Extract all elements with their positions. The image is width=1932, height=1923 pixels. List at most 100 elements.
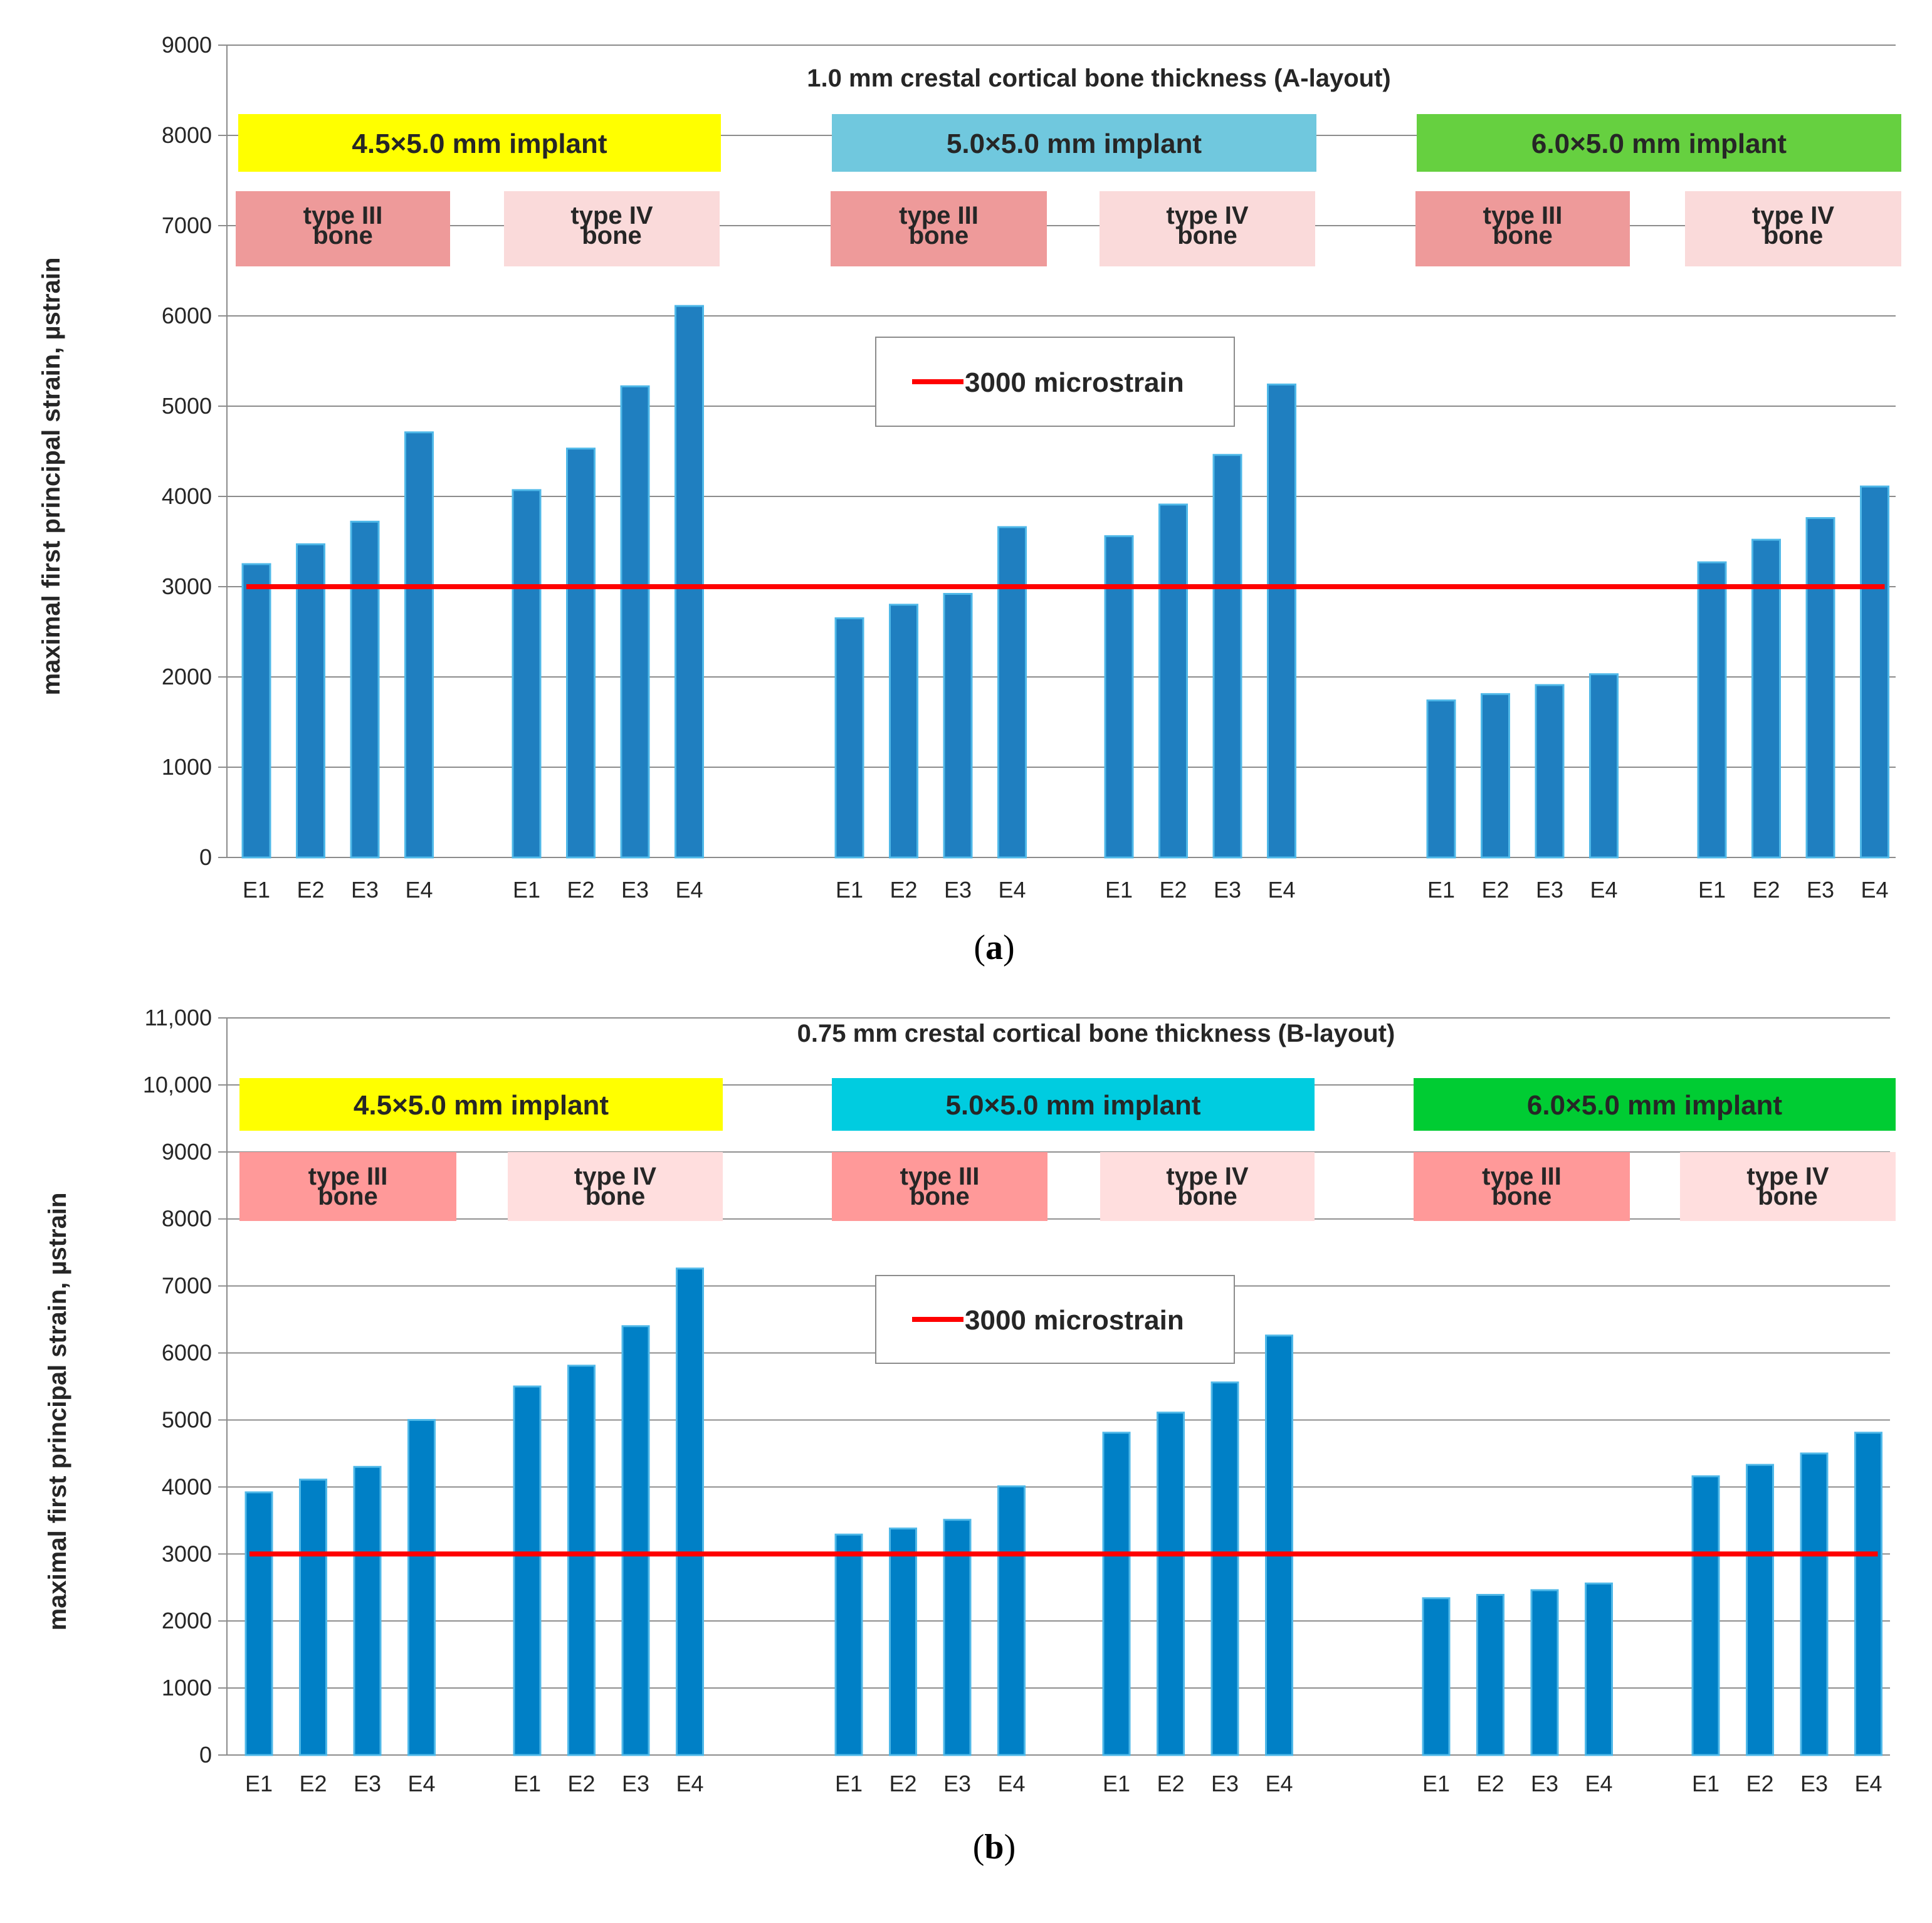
implant-header-label: 4.5×5.0 mm implant [354,1090,609,1121]
y-tick-label: 7000 [162,212,212,238]
bar [512,489,542,859]
bar [1422,1597,1451,1756]
bar [1589,673,1619,859]
bone-type-iv-box [1100,191,1315,266]
bar [566,448,596,859]
bar [1585,1582,1613,1756]
panel-label-letter: a [985,928,1003,967]
x-tick-label: E3 [1807,877,1834,903]
y-tick-label: 9000 [162,1139,212,1165]
y-tick-label: 4000 [162,483,212,509]
x-tick-label: E4 [1268,877,1295,903]
x-tick-label: E4 [405,877,433,903]
bar [1102,1432,1131,1756]
y-tick-label: 2000 [162,1608,212,1633]
x-tick-label: E3 [1536,877,1563,903]
bar [299,1479,327,1756]
y-tick-label: 4000 [162,1474,212,1499]
chart-panel-b: 0 1000 2000 3000 4000 5000 6000 7000 8000 9000 10,… [44,1005,1896,1867]
bone-label-line1: type III [308,1163,388,1190]
bone-label-line2: bone [313,222,373,249]
x-tick-label: E4 [1590,877,1617,903]
y-tick-label: 1000 [162,1675,212,1700]
implant-header-label: 5.0×5.0 mm implant [945,1090,1201,1121]
bar [1476,1593,1504,1756]
y-tick-label: 5000 [162,393,212,419]
bar [567,1365,596,1756]
bone-label-line2: bone [1177,1183,1237,1210]
panel-label-open: ( [973,1828,985,1867]
y-tick-label: 10,000 [143,1072,212,1098]
bar [244,1491,273,1756]
y-tick-label: 8000 [162,122,212,148]
panel-label-open: ( [974,928,985,967]
x-tick-label: E2 [1157,1771,1184,1796]
bone-label-line2: bone [585,1183,646,1210]
bar [513,1385,542,1756]
bar [889,604,918,859]
bone-type-iv-box [504,191,720,266]
bone-label-line1: type III [899,202,979,229]
x-tick-label: E1 [1105,877,1133,903]
x-tick-label: E2 [567,877,594,903]
bar [943,593,973,859]
implant-header-box [1414,1078,1896,1131]
bar [1854,1432,1882,1756]
x-tick-label: E1 [835,1771,863,1796]
x-tick-label: E1 [1698,877,1726,903]
bar [943,1519,972,1756]
implant-header-box [832,1078,1315,1131]
bar [1746,1464,1774,1756]
bone-label-line2: bone [1492,1183,1552,1210]
bone-label-line1: type IV [1752,202,1834,229]
x-tick-label: E2 [890,877,917,903]
bone-label-line2: bone [1493,222,1553,249]
x-tick-label: E4 [676,1771,703,1796]
y-tick-label: 3000 [162,574,212,599]
chart-title: 1.0 mm crestal cortical bone thickness (… [807,65,1390,92]
implant-header-box [1417,114,1901,172]
bar [1860,485,1889,859]
bar [620,385,650,859]
implant-header-label: 6.0×5.0 mm implant [1527,1090,1783,1121]
bar [1751,538,1781,859]
y-tick-label: 9000 [162,32,212,58]
bar [676,1267,704,1756]
chart-panel-a: 0 1000 2000 3000 4000 5000 6000 7000 8000 9000 1.0… [38,32,1901,967]
x-tick-label: E3 [1800,1771,1828,1796]
bar [1530,1589,1559,1756]
chart-title: 0.75 mm crestal cortical bone thickness … [797,1020,1395,1047]
x-tick-label: E4 [998,877,1026,903]
x-tick-label: E4 [997,1771,1025,1796]
bar [404,431,434,859]
bone-label-line1: type IV [1166,1163,1248,1190]
bar [296,543,325,859]
x-tick-label: E1 [243,877,270,903]
bone-label-line1: type IV [570,202,653,229]
bar [1158,503,1188,859]
implant-header-label: 6.0×5.0 mm implant [1531,128,1787,159]
panel-label-letter: b [984,1828,1004,1867]
y-tick-label: 7000 [162,1273,212,1299]
x-tick-label: E1 [245,1771,273,1796]
bar [889,1527,917,1756]
x-tick-label: E4 [1861,877,1888,903]
bone-label-line2: bone [1177,222,1237,249]
bone-label-line1: type IV [1166,202,1248,229]
bar [1212,454,1242,859]
bar [1800,1452,1829,1756]
bone-type-iii-box [239,1152,456,1221]
bar [350,520,380,859]
y-tick-label: 0 [199,1742,212,1768]
bar [1535,684,1565,859]
y-axis-label: maximal first principal strain, µstrain [38,258,65,696]
bar [1265,1334,1293,1756]
bone-type-iv-box [1100,1152,1315,1221]
bone-label-line1: type IV [574,1163,656,1190]
bar [997,526,1027,859]
y-tick-label: 6000 [162,1340,212,1366]
bar [353,1465,382,1756]
x-tick-label: E3 [943,1771,971,1796]
x-tick-label: E3 [351,877,379,903]
x-tick-label: E1 [1427,877,1455,903]
